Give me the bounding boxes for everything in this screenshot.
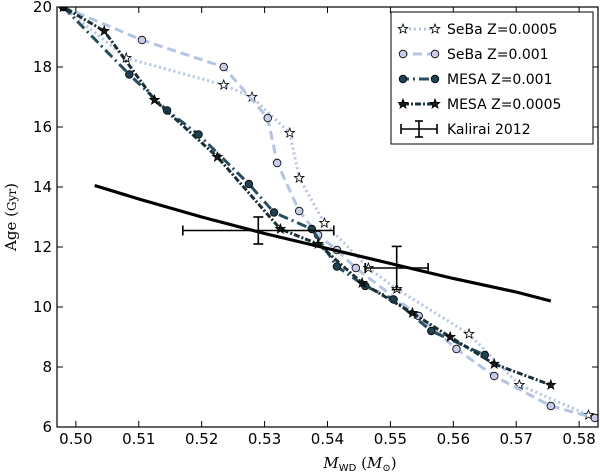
x-tick-label: 0.51: [122, 430, 155, 448]
y-tick-label: 20: [33, 0, 52, 16]
legend-marker: [398, 49, 408, 59]
x-tick-label: 0.50: [59, 430, 92, 448]
data-point: [211, 150, 224, 162]
axis-ticks: 0.50 0.51 0.52 0.53 0.54 0.55 0.56 0.57 0.58 6 8 10…: [33, 0, 598, 448]
legend-marker: [429, 97, 441, 109]
data-point: [272, 158, 282, 168]
data-point: [406, 306, 419, 318]
y-tick-label: 18: [33, 58, 52, 76]
data-point: [59, 7, 67, 12]
series-line: [62, 7, 596, 420]
y-tick-label: 12: [33, 238, 52, 256]
legend-entry: SeBa Z=0.001: [398, 47, 549, 63]
x-tick-label: 0.56: [437, 430, 470, 448]
data-point: [318, 216, 331, 228]
legend-marker: [398, 74, 408, 84]
x-tick-label: 0.58: [562, 430, 595, 448]
legend-entry: MESA Z=0.001: [398, 72, 553, 88]
x-tick-label: 0.53: [248, 430, 281, 448]
data-point: [546, 401, 556, 411]
y-tick-label: 8: [42, 358, 52, 376]
data-point: [293, 171, 306, 183]
data-point: [582, 408, 595, 420]
legend-entry: MESA Z=0.0005: [397, 97, 561, 113]
y-tick-label: 14: [33, 178, 52, 196]
x-tick-label: 0.54: [311, 430, 344, 448]
legend-label: Kalirai 2012: [447, 122, 531, 138]
data-point: [488, 357, 501, 369]
data-point: [125, 70, 134, 79]
data-point: [444, 330, 457, 342]
legend-label: MESA Z=0.0005: [447, 97, 561, 113]
data-point: [244, 179, 254, 189]
error-point-1: [182, 216, 335, 245]
data-point: [269, 208, 279, 217]
x-tick-label: 0.55: [374, 430, 407, 448]
data-point: [490, 371, 499, 381]
data-point: [452, 344, 461, 354]
kalirai-relation-curve: [94, 183, 552, 303]
series-1: [59, 7, 595, 420]
data-point: [283, 126, 296, 138]
legend-entry: SeBa Z=0.0005: [397, 22, 557, 38]
series-2: [59, 7, 598, 423]
data-point: [332, 262, 342, 271]
legend-entry: Kalirai 2012: [400, 120, 531, 138]
data-point: [463, 327, 475, 339]
series-line: [62, 7, 590, 417]
legend-label: SeBa Z=0.001: [447, 47, 549, 63]
kalirai-curve-layer: [94, 183, 552, 303]
data-point: [544, 378, 557, 390]
y-axis-label: Age (Gyr): [2, 183, 20, 252]
data-point: [219, 62, 228, 72]
data-point: [356, 276, 368, 288]
data-point: [263, 113, 272, 123]
y-tick-label: 6: [42, 418, 52, 436]
legend-marker: [429, 22, 441, 34]
data-point: [294, 206, 304, 216]
error-point-2: [364, 245, 429, 291]
data-point: [351, 263, 361, 273]
series-layer: [59, 7, 598, 423]
y-tick-label: 16: [33, 118, 52, 136]
data-point: [137, 35, 147, 45]
data-point: [307, 224, 316, 234]
legend-marker: [397, 97, 409, 109]
data-point: [98, 24, 111, 36]
error-bar-layer: [182, 216, 429, 291]
plot-frame: [56, 6, 599, 428]
legend-marker: [430, 74, 440, 84]
data-point: [590, 413, 598, 423]
y-tick-label: 10: [33, 298, 52, 316]
legend-label: MESA Z=0.001: [447, 72, 553, 88]
data-point: [148, 93, 161, 105]
x-tick-label: 0.57: [500, 430, 533, 448]
x-axis-label: MWD (M⊙): [322, 454, 396, 474]
x-tick-label: 0.52: [185, 430, 218, 448]
data-point: [427, 326, 436, 336]
data-point: [217, 78, 230, 90]
legend-marker: [430, 49, 440, 59]
legend-marker: [397, 22, 409, 34]
legend-label: SeBa Z=0.0005: [447, 22, 557, 38]
data-point: [513, 378, 526, 390]
legend: SeBa Z=0.0005 SeBa Z=0.001 MESA Z=0.001 MES…: [390, 11, 594, 145]
